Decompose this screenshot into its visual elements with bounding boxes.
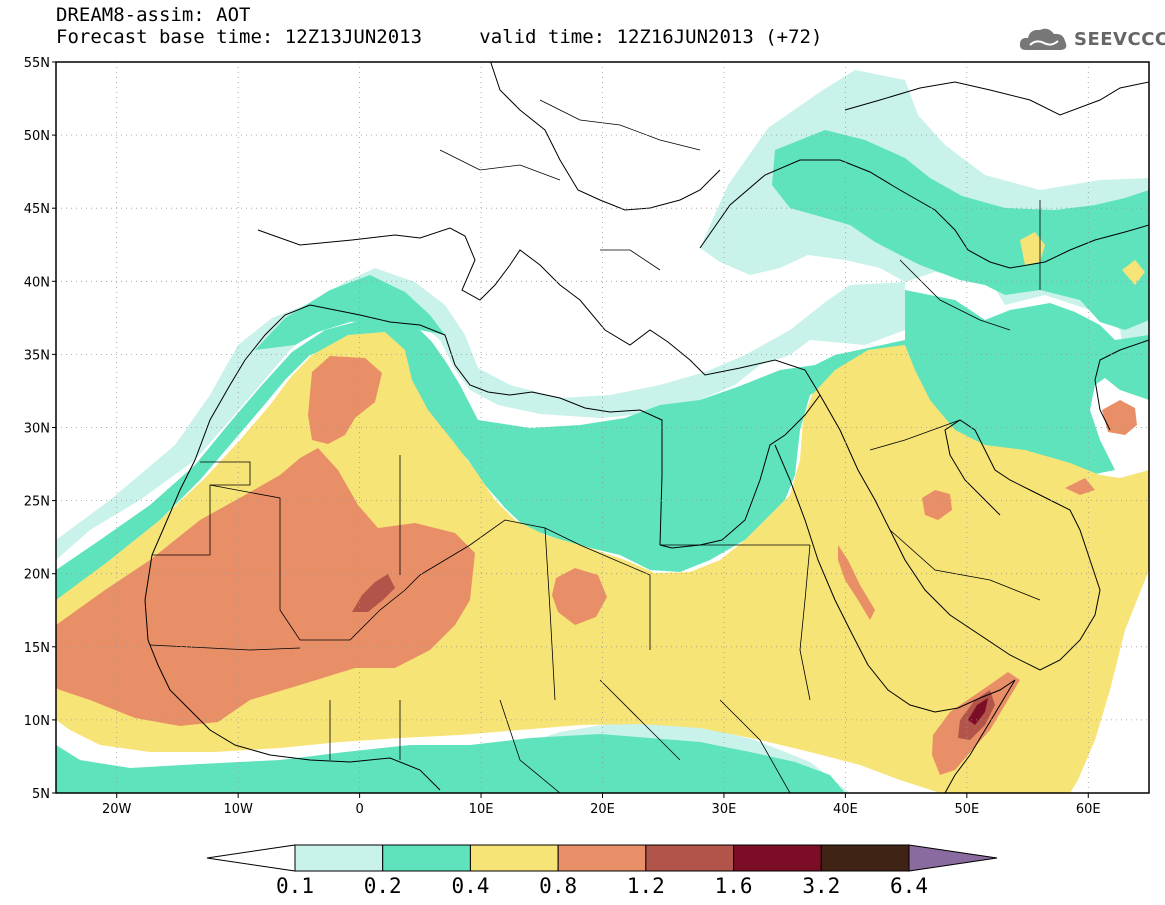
colorbar-extend-high bbox=[908, 844, 998, 872]
colorbar-swatch bbox=[645, 844, 735, 872]
logo-text: SEEVCCC bbox=[1074, 28, 1165, 50]
longitude-axis: 20W 10W 0 10E 20E 30E 40E 50E 60E bbox=[102, 793, 1101, 817]
colorbar-swatch bbox=[469, 844, 559, 872]
lat-tick-label: 40N bbox=[24, 275, 50, 290]
lat-tick-label: 5N bbox=[32, 787, 50, 802]
colorbar-label: 6.4 bbox=[890, 874, 928, 898]
cloud-icon bbox=[1019, 28, 1067, 50]
aot-contours bbox=[56, 62, 1149, 793]
lon-tick-label: 60E bbox=[1076, 802, 1101, 817]
lat-tick-label: 55N bbox=[24, 56, 50, 71]
latitude-axis: 55N 50N 45N 40N 35N 30N 25N 20N 15N 10N 5N bbox=[24, 56, 56, 802]
colorbar-label: 0.4 bbox=[451, 874, 489, 898]
lat-tick-label: 10N bbox=[24, 714, 50, 729]
coastlines bbox=[144, 62, 1149, 793]
contour-level-6 bbox=[968, 698, 988, 725]
country-borders bbox=[149, 99, 1041, 793]
lon-tick-label: 40E bbox=[833, 802, 858, 817]
colorbar-label: 0.1 bbox=[276, 874, 314, 898]
lon-tick-label: 20E bbox=[590, 802, 615, 817]
lat-tick-label: 30N bbox=[24, 422, 50, 437]
map-gridlines bbox=[56, 62, 1149, 793]
lon-tick-label: 10E bbox=[469, 802, 494, 817]
lat-tick-label: 20N bbox=[24, 568, 50, 583]
lat-tick-label: 25N bbox=[24, 495, 50, 510]
lat-tick-label: 15N bbox=[24, 641, 50, 656]
colorbar: 0.1 0.2 0.4 0.8 1.2 1.6 3.2 6.4 bbox=[206, 844, 998, 898]
map-subtitle: Forecast base time: 12Z13JUN2013 valid t… bbox=[56, 26, 822, 48]
valid-time: valid time: 12Z16JUN2013 (+72) bbox=[479, 26, 823, 48]
lon-tick-label: 30E bbox=[712, 802, 737, 817]
colorbar-label: 1.6 bbox=[715, 874, 753, 898]
colorbar-swatch bbox=[733, 844, 822, 872]
colorbar-label: 0.8 bbox=[539, 874, 577, 898]
lat-tick-label: 50N bbox=[24, 129, 50, 144]
lon-tick-label: 20W bbox=[102, 802, 132, 817]
colorbar-swatch bbox=[294, 844, 384, 872]
colorbar-swatch bbox=[820, 844, 910, 872]
lat-tick-label: 45N bbox=[24, 202, 50, 217]
colorbar-swatch bbox=[557, 844, 647, 872]
base-time: Forecast base time: 12Z13JUN2013 bbox=[56, 26, 423, 48]
colorbar-extend-low bbox=[206, 844, 296, 872]
lon-tick-label: 10W bbox=[223, 802, 253, 817]
seevccc-logo: SEEVCCC bbox=[1018, 22, 1165, 56]
lon-tick-label: 0 bbox=[355, 802, 363, 817]
colorbar-label: 1.2 bbox=[627, 874, 665, 898]
colorbar-label: 3.2 bbox=[802, 874, 840, 898]
lon-tick-label: 50E bbox=[954, 802, 979, 817]
lat-tick-label: 35N bbox=[24, 348, 50, 363]
colorbar-swatch bbox=[382, 844, 471, 872]
map-title: DREAM8-assim: AOT bbox=[56, 4, 251, 26]
colorbar-label: 0.2 bbox=[364, 874, 402, 898]
